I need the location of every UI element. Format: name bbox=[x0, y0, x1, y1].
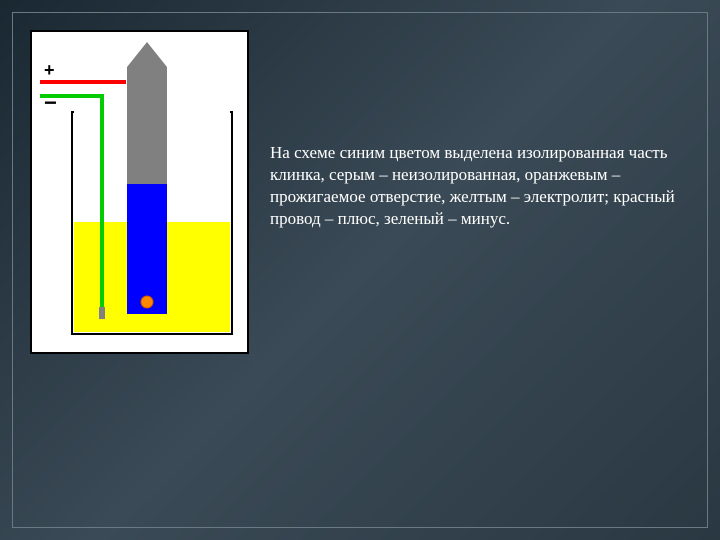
blade-uninsulated bbox=[127, 42, 167, 184]
description-text: На схеме синим цветом выделена изолирова… bbox=[270, 142, 680, 230]
blade-insulated bbox=[127, 184, 167, 314]
minus-label: − bbox=[44, 90, 57, 116]
green-electrode-tip bbox=[99, 307, 105, 319]
diagram-svg bbox=[32, 32, 247, 352]
burn-hole bbox=[141, 296, 153, 308]
plus-label: + bbox=[44, 60, 55, 81]
electrolysis-diagram: + − bbox=[30, 30, 249, 354]
